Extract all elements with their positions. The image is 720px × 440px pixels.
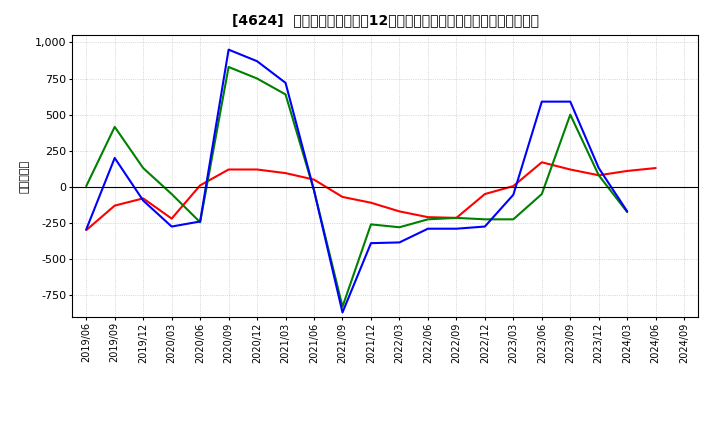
Y-axis label: （百万円）: （百万円） bbox=[19, 159, 30, 193]
Title: [4624]  キャッシュフローの12か月移動合計の対前年同期増減額の推移: [4624] キャッシュフローの12か月移動合計の対前年同期増減額の推移 bbox=[232, 13, 539, 27]
